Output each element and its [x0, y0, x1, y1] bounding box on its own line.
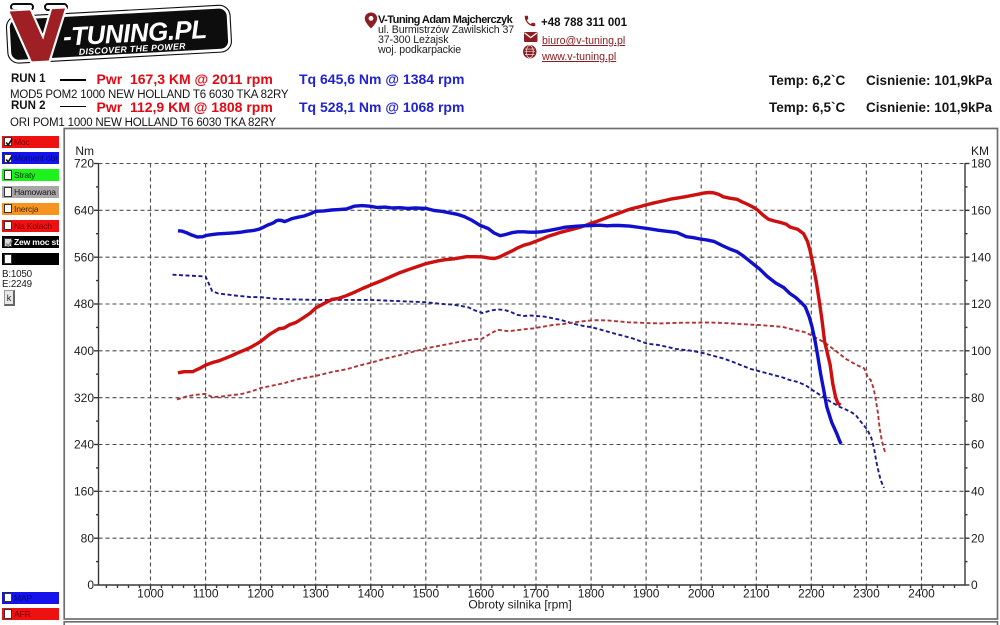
svg-text:1600: 1600	[468, 587, 495, 601]
svg-text:60: 60	[971, 438, 985, 452]
svg-text:560: 560	[74, 250, 94, 264]
svg-text:100: 100	[971, 344, 991, 358]
svg-text:Nm: Nm	[75, 144, 94, 158]
svg-text:480: 480	[74, 297, 94, 311]
svg-text:1900: 1900	[633, 587, 660, 601]
svg-text:320: 320	[74, 391, 94, 405]
svg-text:180: 180	[971, 157, 991, 171]
svg-text:2100: 2100	[743, 587, 770, 601]
svg-text:640: 640	[74, 204, 94, 218]
svg-text:1100: 1100	[193, 587, 219, 601]
svg-text:1700: 1700	[523, 587, 550, 601]
svg-text:Obroty silnika [rpm]: Obroty silnika [rpm]	[468, 598, 571, 612]
svg-text:1200: 1200	[247, 587, 274, 601]
svg-text:1400: 1400	[357, 587, 384, 601]
svg-text:400: 400	[74, 344, 94, 358]
svg-text:80: 80	[81, 531, 95, 545]
svg-text:0: 0	[971, 578, 978, 592]
svg-text:120: 120	[971, 297, 991, 311]
svg-text:1500: 1500	[412, 587, 439, 601]
svg-text:1800: 1800	[578, 587, 605, 601]
svg-text:2300: 2300	[853, 587, 880, 601]
svg-text:240: 240	[74, 438, 94, 452]
svg-text:1300: 1300	[302, 587, 329, 601]
svg-text:2400: 2400	[908, 587, 935, 601]
svg-text:80: 80	[971, 391, 985, 405]
svg-text:160: 160	[74, 485, 94, 499]
svg-text:0: 0	[87, 578, 94, 592]
svg-text:160: 160	[971, 204, 991, 218]
svg-text:40: 40	[971, 485, 985, 499]
svg-text:2000: 2000	[688, 587, 715, 601]
svg-text:720: 720	[74, 157, 94, 171]
svg-text:140: 140	[971, 250, 991, 264]
svg-text:20: 20	[971, 531, 985, 545]
svg-text:2200: 2200	[798, 587, 825, 601]
svg-text:1000: 1000	[137, 587, 164, 601]
svg-text:KM: KM	[971, 144, 989, 158]
